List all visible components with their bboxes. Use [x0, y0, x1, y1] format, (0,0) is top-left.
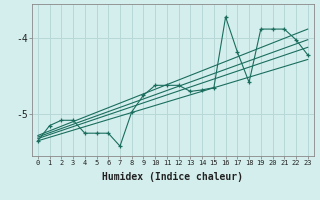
- X-axis label: Humidex (Indice chaleur): Humidex (Indice chaleur): [102, 172, 243, 182]
